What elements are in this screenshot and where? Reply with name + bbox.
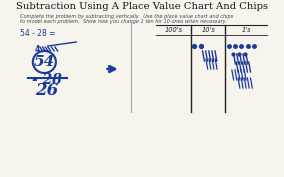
Text: 54: 54 [34,55,55,69]
Text: 100's: 100's [164,27,183,33]
Text: 1's: 1's [241,27,251,33]
Text: 4: 4 [35,44,40,53]
Text: to model each problem.  Show how you change 1 ten for 10 ones when necessary.: to model each problem. Show how you chan… [20,19,226,24]
Text: 54 - 28 =: 54 - 28 = [20,29,56,38]
Text: Complete the problem by subtracting vertically.  Use the place value chart and c: Complete the problem by subtracting vert… [20,14,233,19]
Text: 26: 26 [36,82,59,99]
Text: - 28: - 28 [32,73,62,87]
Text: Subtraction Using A Place Value Chart And Chips: Subtraction Using A Place Value Chart An… [16,2,268,11]
Text: 10's: 10's [201,27,215,33]
